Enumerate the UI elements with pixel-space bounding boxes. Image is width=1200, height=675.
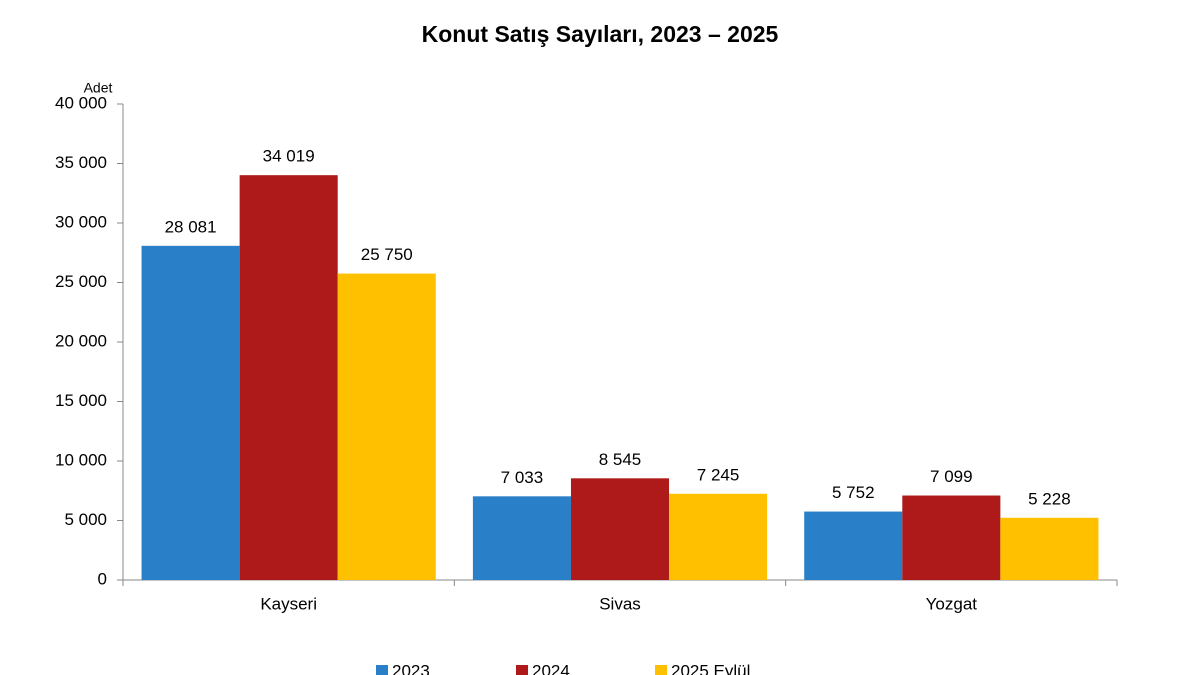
data-label: 8 545 xyxy=(599,450,642,469)
data-label: 7 245 xyxy=(697,465,740,484)
bar xyxy=(141,245,240,580)
data-label: 5 752 xyxy=(832,483,875,502)
y-tick-label: 35 000 xyxy=(55,153,107,172)
legend-swatch xyxy=(376,665,388,675)
bar xyxy=(570,478,670,580)
data-label: 28 081 xyxy=(165,217,217,236)
y-tick-label: 0 xyxy=(98,569,107,588)
y-tick-label: 25 000 xyxy=(55,272,107,291)
y-tick-label: 20 000 xyxy=(55,331,107,350)
y-tick-label: 10 000 xyxy=(55,450,107,469)
chart-title: Konut Satış Sayıları, 2023 – 2025 xyxy=(422,21,779,47)
legend-swatch xyxy=(516,665,528,675)
x-tick-label: Sivas xyxy=(599,594,641,613)
bar xyxy=(902,495,1001,580)
bar xyxy=(804,511,903,580)
data-label: 34 019 xyxy=(263,147,315,166)
data-label: 5 228 xyxy=(1028,489,1071,508)
data-label: 7 033 xyxy=(501,468,544,487)
legend-label: 2024 xyxy=(532,661,570,675)
y-axis-label: Adet xyxy=(84,80,113,96)
legend-label: 2023 xyxy=(392,661,430,675)
x-tick-label: Yozgat xyxy=(926,594,978,613)
legend-label: 2025 Eylül xyxy=(671,661,750,675)
y-tick-label: 30 000 xyxy=(55,212,107,231)
y-tick-label: 15 000 xyxy=(55,391,107,410)
bar xyxy=(472,496,571,580)
data-label: 7 099 xyxy=(930,467,973,486)
bar xyxy=(1000,517,1099,580)
bar xyxy=(239,175,338,581)
bar xyxy=(669,493,768,580)
y-tick-label: 5 000 xyxy=(64,510,107,529)
y-tick-label: 40 000 xyxy=(55,93,107,112)
x-tick-label: Kayseri xyxy=(260,594,317,613)
legend-swatch xyxy=(655,665,667,675)
data-label: 25 750 xyxy=(361,245,413,264)
bar xyxy=(337,273,436,580)
